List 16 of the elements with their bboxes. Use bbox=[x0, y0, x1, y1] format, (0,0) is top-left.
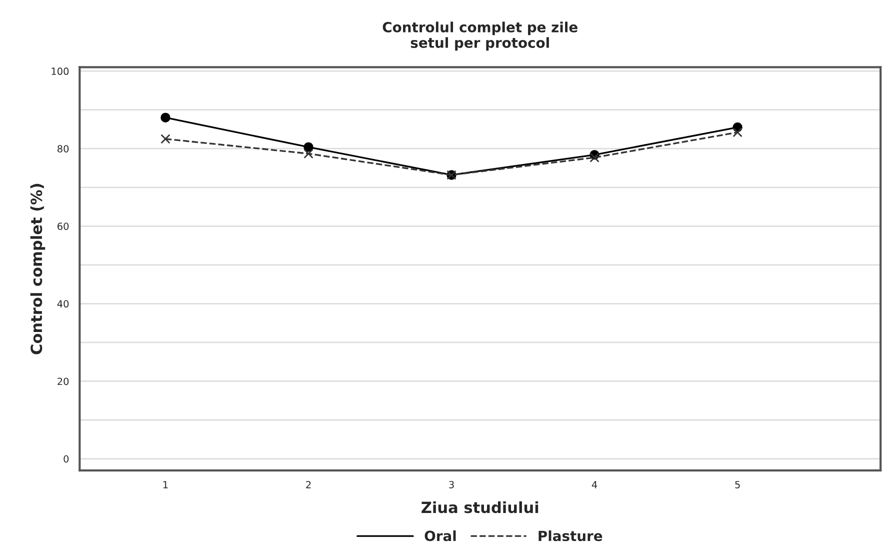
y-tick-label: 20 bbox=[58, 378, 69, 386]
x-axis-title: Ziua studiului bbox=[422, 501, 538, 514]
y-tick-label: 100 bbox=[52, 68, 69, 75]
y-tick-label: 80 bbox=[58, 145, 69, 152]
y-tick-label: 40 bbox=[57, 300, 69, 308]
y-tick-label: 60 bbox=[58, 222, 69, 230]
legend-label: Oral bbox=[424, 530, 456, 542]
legend-label: Plasture bbox=[538, 530, 602, 542]
x-tick-label: 5 bbox=[735, 481, 740, 488]
x-tick-label: 3 bbox=[449, 480, 454, 488]
x-tick-label: 2 bbox=[306, 480, 311, 488]
y-tick-label: 0 bbox=[64, 455, 69, 463]
chart-title: Controlul complet pe zile setul per protocol bbox=[382, 22, 578, 51]
x-tick-label: 1 bbox=[163, 481, 168, 488]
x-tick-label: 4 bbox=[592, 481, 598, 488]
y-axis-title: Control complet (%) bbox=[30, 184, 46, 354]
